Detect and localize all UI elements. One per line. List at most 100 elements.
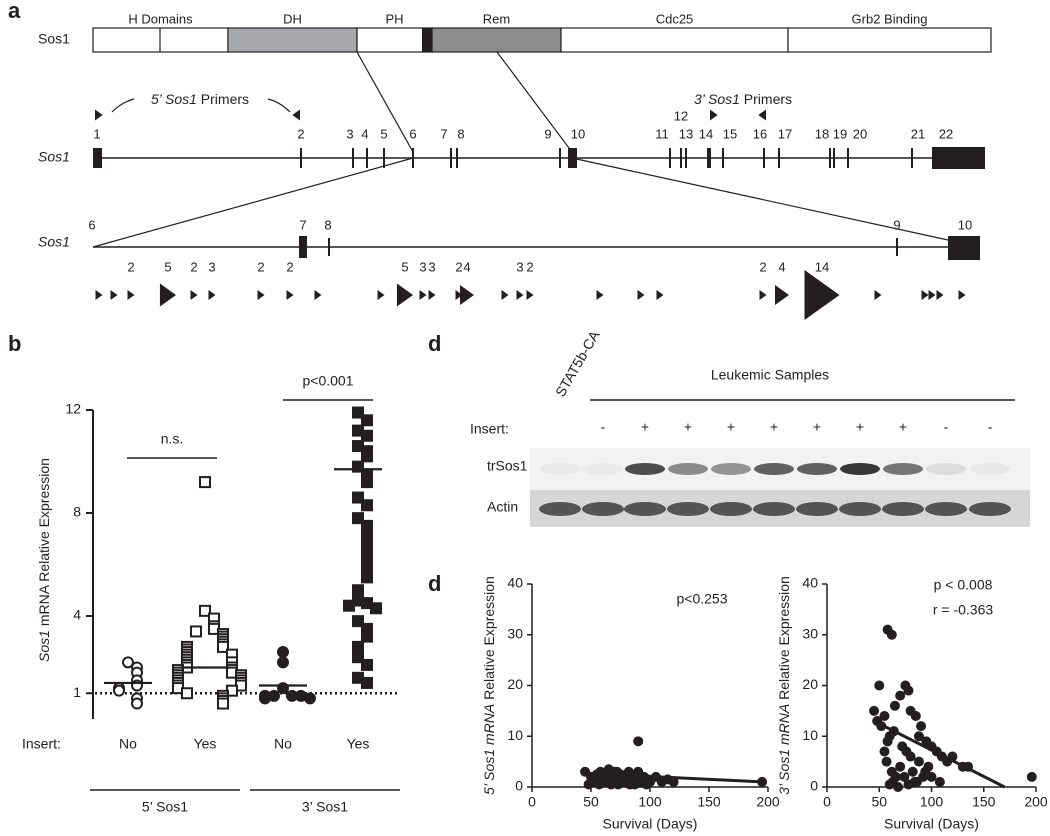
y-tick-label: 30 <box>802 625 818 641</box>
annotation: p < 0.008 <box>934 577 993 593</box>
point <box>352 584 364 597</box>
insertion <box>257 290 265 300</box>
insertion <box>921 290 929 300</box>
band <box>667 502 709 516</box>
point <box>361 571 373 584</box>
insertion <box>656 290 664 300</box>
annotation: p<0.253 <box>677 591 728 607</box>
x-tick-label: 50 <box>583 794 599 810</box>
point <box>361 499 373 512</box>
point <box>913 756 924 767</box>
y-tick-label: 10 <box>802 727 818 743</box>
insertion-count: 2 <box>455 259 462 274</box>
primer-label-part: Primers <box>197 91 249 107</box>
exon-label: 4 <box>361 126 368 141</box>
y-tick-label: 8 <box>73 504 81 520</box>
point <box>869 705 880 716</box>
insert-symbol: - <box>601 419 606 435</box>
insert-symbol: - <box>944 419 949 435</box>
point <box>217 697 229 710</box>
y-tick-label: 0 <box>515 778 523 794</box>
panel-label: d <box>428 331 441 356</box>
point <box>361 658 373 671</box>
x-tick-label: No <box>274 736 292 752</box>
exon-label: 17 <box>778 126 792 141</box>
x-tick-label: 50 <box>871 794 887 810</box>
exon <box>763 148 765 168</box>
insert-symbol: + <box>727 419 735 435</box>
x-axis-label: Survival (Days) <box>603 816 698 832</box>
point <box>606 779 617 790</box>
band <box>583 463 623 475</box>
point <box>352 615 364 628</box>
domain <box>431 27 562 53</box>
domain-label: Cdc25 <box>656 11 694 26</box>
insertion <box>775 285 789 305</box>
exon <box>383 148 385 168</box>
zoom-line <box>496 51 573 153</box>
domain <box>227 27 358 53</box>
insertion-count: 2 <box>759 259 766 274</box>
band <box>668 463 708 475</box>
point <box>905 751 916 762</box>
point <box>113 684 125 697</box>
point <box>361 476 373 489</box>
band <box>625 463 665 475</box>
x-tick-label: No <box>119 736 137 752</box>
point <box>190 625 202 638</box>
insertion <box>428 290 436 300</box>
point <box>361 676 373 689</box>
exon-label: 15 <box>723 126 737 141</box>
row-label: Insert: <box>22 736 61 752</box>
insertion-count: 5 <box>164 259 171 274</box>
point <box>352 512 364 525</box>
y-tick-label: 20 <box>507 676 523 692</box>
exon-label: 22 <box>939 126 953 141</box>
insertion-count: 5 <box>401 259 408 274</box>
point <box>131 697 143 710</box>
exon <box>896 238 898 256</box>
primer-bracket <box>267 98 291 113</box>
y-tick-label: 40 <box>802 575 818 591</box>
fit-line <box>585 771 763 784</box>
insertion-count: 2 <box>127 259 134 274</box>
exon <box>328 238 330 256</box>
exon-label: 16 <box>753 126 767 141</box>
insertion-count: 3 <box>428 259 435 274</box>
exon <box>680 148 682 168</box>
band <box>711 463 751 475</box>
annotation: r = -0.363 <box>933 602 994 618</box>
exon <box>829 148 831 168</box>
insertion <box>516 290 524 300</box>
point <box>361 429 373 442</box>
x-tick-label: 150 <box>697 794 721 810</box>
point <box>879 710 890 721</box>
gene-label: Sos1 <box>38 149 70 165</box>
insertion <box>958 290 966 300</box>
row-label: Insert: <box>470 421 509 437</box>
point <box>181 687 193 700</box>
point <box>895 761 906 772</box>
primer <box>758 109 766 121</box>
insert-symbol: + <box>856 419 864 435</box>
y-tick-label: 0 <box>810 778 818 794</box>
zoom-line <box>92 157 414 248</box>
exon-label: 10 <box>958 217 972 232</box>
point <box>895 690 906 701</box>
exon <box>707 148 711 168</box>
insertion-count: 2 <box>286 259 293 274</box>
exon-label: 12 <box>674 108 688 123</box>
exon <box>559 148 561 168</box>
point <box>352 640 364 653</box>
x-tick-label: 200 <box>1024 794 1048 810</box>
point <box>668 776 679 787</box>
primer <box>95 109 103 121</box>
insertion <box>928 290 936 300</box>
domain-linker <box>422 28 432 52</box>
point <box>879 746 890 757</box>
primer <box>292 109 300 121</box>
point <box>1026 771 1037 782</box>
y-tick-label: 10 <box>507 727 523 743</box>
point <box>916 721 927 732</box>
